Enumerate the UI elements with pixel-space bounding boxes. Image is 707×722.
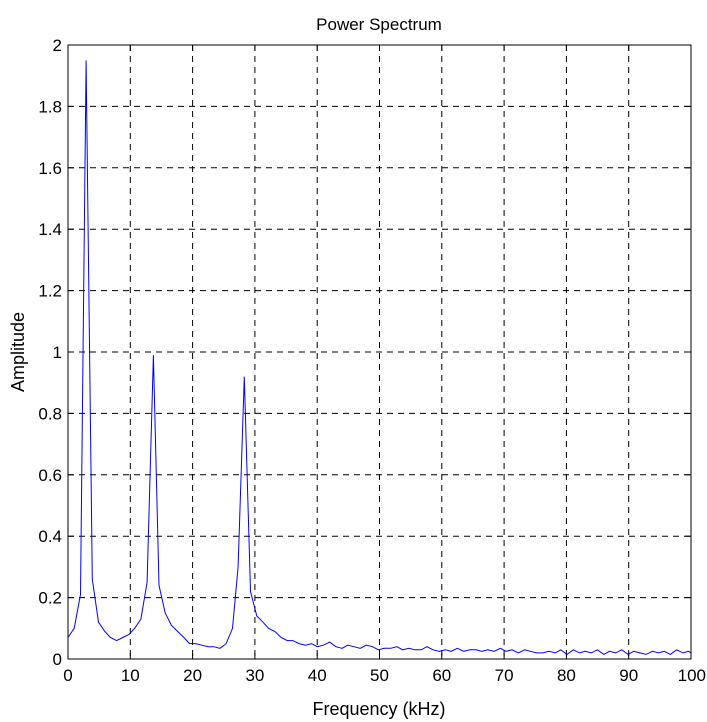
- x-tick-label: 80: [557, 666, 576, 685]
- x-tick-label: 50: [370, 666, 389, 685]
- y-tick-label: 1.2: [38, 282, 62, 301]
- x-tick-label: 0: [63, 666, 72, 685]
- x-tick-label: 60: [432, 666, 451, 685]
- x-tick-label: 10: [121, 666, 140, 685]
- x-tick-label: 40: [308, 666, 327, 685]
- y-tick-label: 0.6: [38, 466, 62, 485]
- y-axis-label: Amplitude: [8, 312, 28, 392]
- tick-marks: [67, 44, 692, 660]
- x-axis-label: Frequency (kHz): [312, 699, 445, 719]
- y-tick-label: 0.2: [38, 589, 62, 608]
- series-layer: [67, 60, 692, 656]
- x-tick-label: 70: [495, 666, 514, 685]
- x-tick-label: 90: [619, 666, 638, 685]
- x-tick-label: 30: [245, 666, 264, 685]
- y-tick-label: 0.4: [38, 527, 62, 546]
- grid: [68, 45, 691, 659]
- x-tick-label: 100: [678, 666, 706, 685]
- y-tick-label: 1: [53, 343, 62, 362]
- y-tick-label: 0.8: [38, 404, 62, 423]
- x-tick-label: 20: [183, 666, 202, 685]
- y-tick-label: 1.6: [38, 159, 62, 178]
- chart-title: Power Spectrum: [316, 15, 442, 34]
- spectrum-line: [67, 60, 692, 656]
- y-tick-label: 0: [53, 650, 62, 669]
- y-tick-label: 1.4: [38, 220, 62, 239]
- y-tick-label: 1.8: [38, 97, 62, 116]
- y-tick-label: 2: [53, 36, 62, 55]
- y-tick-labels: 0 0.2 0.4 0.6 0.8 1 1.2 1.4 1.6 1.8 2: [38, 36, 62, 669]
- x-tick-labels: 0 10 20 30 40 50 60 70 80 90 100: [63, 666, 706, 685]
